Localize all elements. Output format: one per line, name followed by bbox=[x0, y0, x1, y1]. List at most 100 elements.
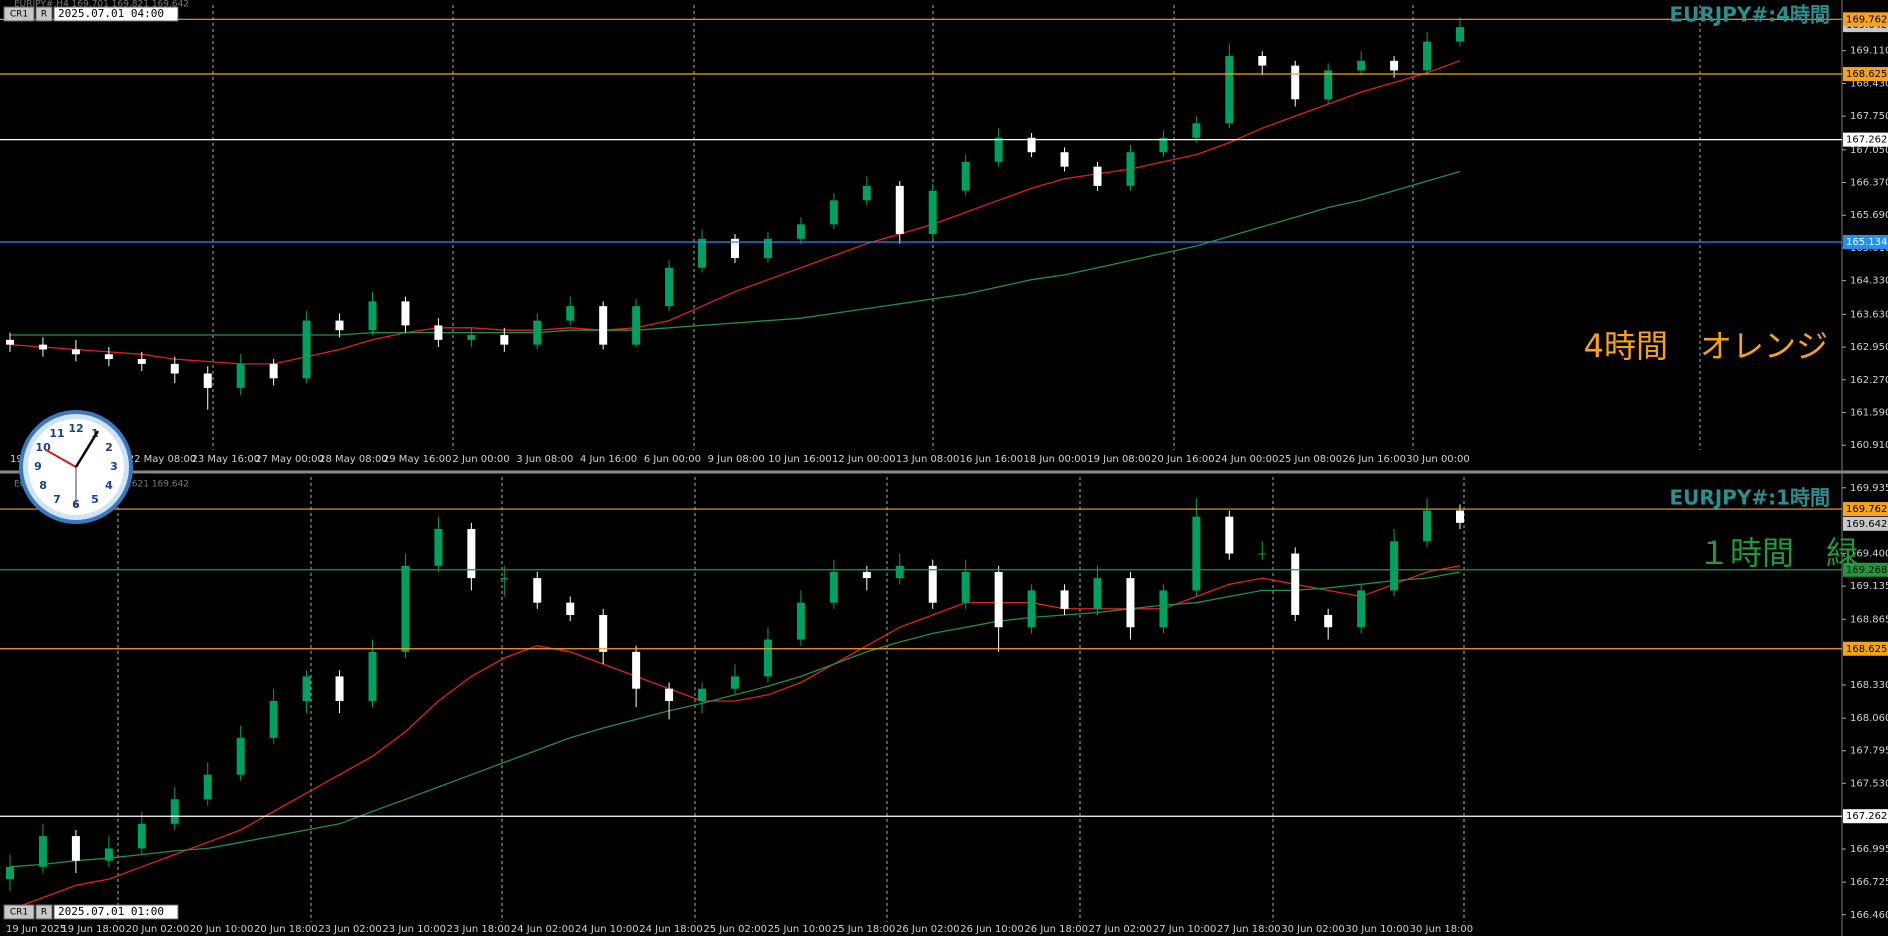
candle-body bbox=[566, 306, 575, 321]
bid-label-box bbox=[1843, 516, 1888, 531]
candle-body bbox=[994, 571, 1003, 628]
candle-body bbox=[599, 306, 608, 345]
candle-body bbox=[731, 238, 739, 259]
candle-body bbox=[269, 700, 278, 738]
y-tick-label: 166.460 bbox=[1850, 910, 1888, 921]
x-tick-label: 26 Jun 02:00 bbox=[896, 924, 960, 935]
candle-body bbox=[104, 354, 113, 360]
annotation: １時間 緑 bbox=[1698, 534, 1858, 572]
tag-box bbox=[3, 6, 35, 22]
candle-body bbox=[6, 339, 14, 345]
x-tick-label: 30 Jun 02:00 bbox=[1281, 924, 1345, 935]
candle-body bbox=[1357, 60, 1366, 71]
x-tick-label: 4 Jun 16:00 bbox=[580, 454, 637, 465]
y-tick-label: 167.050 bbox=[1850, 145, 1888, 156]
clock-numeral: 9 bbox=[34, 460, 42, 473]
candle-body bbox=[467, 528, 476, 579]
price-level-box bbox=[1843, 502, 1888, 517]
price-level-box bbox=[1843, 234, 1888, 249]
x-tick-label: 19 Jun 2025 bbox=[6, 924, 66, 935]
x-tick-label: 23 May 16:00 bbox=[192, 454, 261, 465]
annotation: 4時間 オレンジ bbox=[1584, 327, 1828, 365]
price-level-box bbox=[1843, 12, 1888, 27]
candle-body bbox=[632, 651, 641, 689]
candle-body bbox=[6, 866, 14, 880]
price-level-box bbox=[1843, 809, 1888, 824]
tag-box bbox=[35, 6, 53, 22]
y-tick-label: 169.135 bbox=[1850, 581, 1888, 592]
x-tick-label: 23 Jun 10:00 bbox=[382, 924, 446, 935]
candle-body bbox=[731, 676, 739, 689]
candle-body bbox=[763, 639, 772, 677]
price-level-box bbox=[1843, 641, 1888, 656]
candle-body bbox=[928, 565, 937, 603]
price-level-label: 169.268 bbox=[1846, 565, 1887, 576]
x-tick-label: 26 Jun 16:00 bbox=[1342, 454, 1406, 465]
x-tick-label: 29 May 16:00 bbox=[383, 454, 452, 465]
price-level-label: 168.625 bbox=[1846, 69, 1887, 80]
chart-header: EURJPY#,H4 169.701 169.821 169.642 bbox=[14, 0, 189, 10]
y-tick-label: 166.725 bbox=[1850, 877, 1888, 888]
candle-body bbox=[467, 335, 476, 340]
tag-label: R bbox=[41, 10, 47, 20]
candle-body bbox=[1159, 590, 1168, 628]
y-tick-label: 169.400 bbox=[1850, 549, 1888, 560]
tag-label: CR1 bbox=[10, 908, 28, 918]
candle-body bbox=[1192, 123, 1201, 138]
x-tick-label: 26 Jun 18:00 bbox=[1024, 924, 1088, 935]
x-tick-label: 30 Jun 18:00 bbox=[1410, 924, 1474, 935]
clock-hour-hand bbox=[45, 449, 77, 468]
x-tick-label: 27 May 00:00 bbox=[255, 454, 324, 465]
candle-body bbox=[928, 190, 937, 234]
candle-body bbox=[1324, 614, 1333, 628]
candle-body bbox=[1060, 152, 1069, 167]
clock-numeral: 4 bbox=[105, 479, 113, 492]
candle-body bbox=[302, 320, 311, 379]
candle-body bbox=[368, 651, 377, 701]
x-tick-label: 10 Jun 16:00 bbox=[768, 454, 832, 465]
x-tick-label: 3 Jun 08:00 bbox=[516, 454, 573, 465]
candle-body bbox=[203, 774, 212, 800]
cursor-time: 2025.07.01 01:00 bbox=[58, 905, 164, 918]
x-tick-label: 27 Jun 10:00 bbox=[1153, 924, 1217, 935]
y-tick-label: 162.950 bbox=[1850, 342, 1888, 353]
x-tick-label: 25 Jun 08:00 bbox=[1279, 454, 1343, 465]
candle-body bbox=[1390, 541, 1399, 591]
x-tick-label: 25 Jun 10:00 bbox=[768, 924, 832, 935]
y-tick-label: 167.795 bbox=[1850, 746, 1888, 757]
chart-title: EURJPY#:4時間 bbox=[1669, 3, 1830, 27]
candle-body bbox=[994, 137, 1003, 162]
x-tick-label: 27 Jun 02:00 bbox=[1089, 924, 1153, 935]
candle-body bbox=[401, 301, 410, 326]
clock: 121234567891011 bbox=[19, 410, 133, 524]
candle-body bbox=[170, 363, 179, 374]
price-level-label: 167.262 bbox=[1846, 811, 1887, 822]
candle-body bbox=[1423, 510, 1432, 542]
candle-body bbox=[137, 359, 146, 364]
candle-body bbox=[566, 602, 575, 615]
candle-body bbox=[269, 363, 278, 379]
x-tick-label: 19 Jun 08:00 bbox=[1087, 454, 1151, 465]
x-tick-label: 24 Jun 00:00 bbox=[1215, 454, 1279, 465]
y-tick-label: 164.330 bbox=[1850, 276, 1888, 287]
candle-body bbox=[137, 823, 146, 849]
x-tick-label: 30 Jun 00:00 bbox=[1406, 454, 1470, 465]
x-tick-label: 12 Jun 00:00 bbox=[832, 454, 896, 465]
candle-body bbox=[1027, 590, 1036, 628]
price-level-box bbox=[1843, 132, 1888, 147]
y-tick-label: 169.110 bbox=[1850, 46, 1888, 57]
clock-minute-hand bbox=[74, 430, 100, 468]
price-level-label: 168.625 bbox=[1846, 644, 1887, 655]
candle-body bbox=[368, 301, 377, 331]
candle-body bbox=[1357, 590, 1366, 628]
x-tick-label: 26 Jun 10:00 bbox=[960, 924, 1024, 935]
x-tick-label: 13 Jun 08:00 bbox=[896, 454, 960, 465]
candle-body bbox=[632, 306, 641, 345]
x-tick-label: 24 Jun 10:00 bbox=[575, 924, 639, 935]
x-tick-label: 18 Jun 00:00 bbox=[1023, 454, 1087, 465]
candle-body bbox=[434, 325, 443, 340]
moving-average bbox=[10, 170, 1461, 336]
x-tick-label: 19 Jun 18:00 bbox=[61, 924, 125, 935]
x-tick-label: 24 Jun 18:00 bbox=[639, 924, 703, 935]
